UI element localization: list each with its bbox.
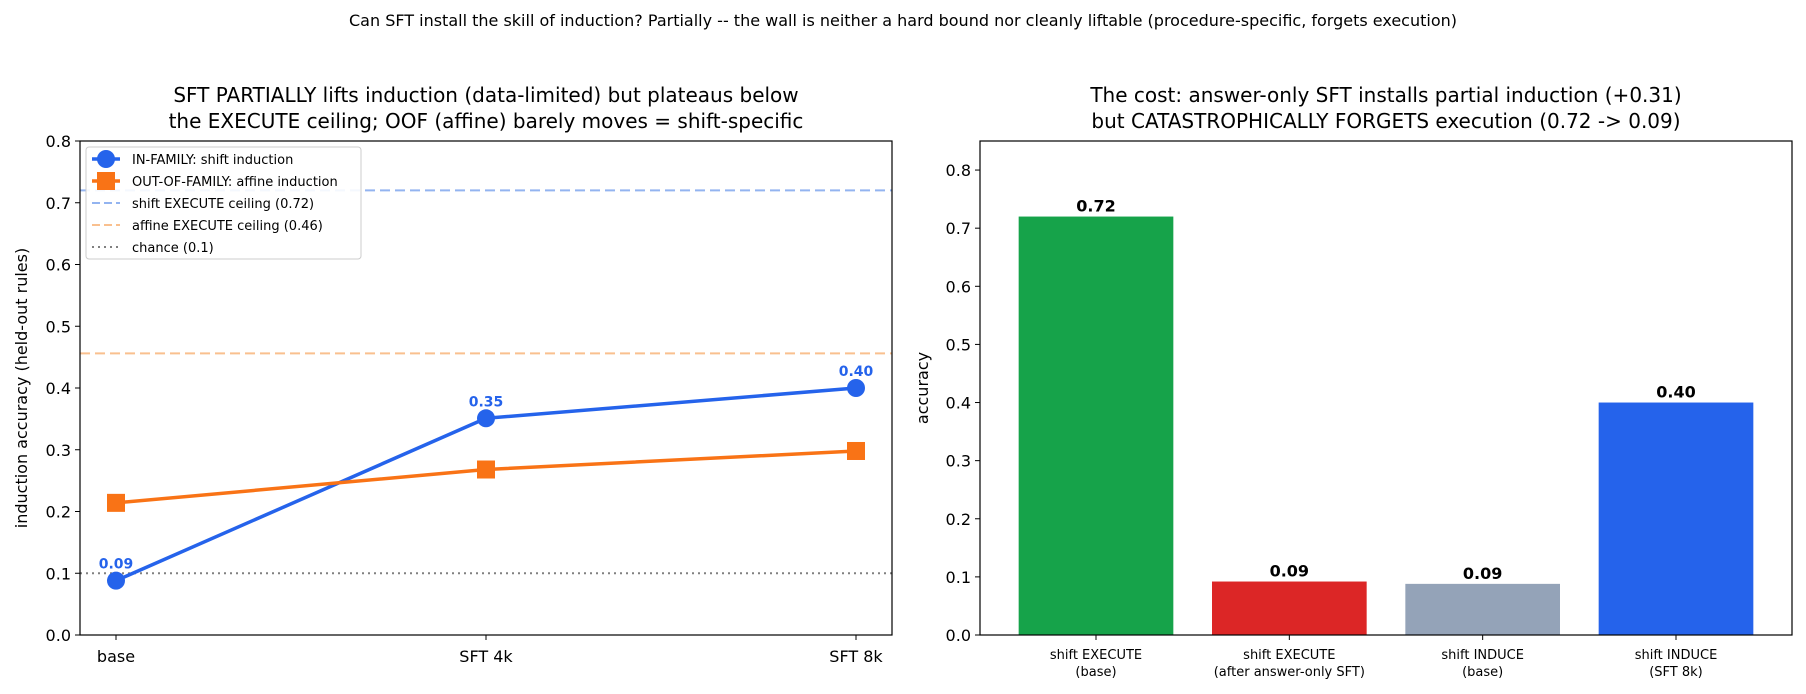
line-chart-x-tick-label-sft-4k: SFT 4k — [459, 647, 513, 666]
line-point-0-1 — [477, 409, 495, 428]
line-chart-y-tick-label: 0.5 — [46, 317, 71, 336]
bar-chart-title-line-2: but CATASTROPHICALLY FORGETS execution (… — [1091, 109, 1680, 133]
line-chart-legend: IN-FAMILY: shift induction OUT-OF-FAMILY:… — [85, 146, 362, 260]
line-point-0-2 — [847, 379, 865, 397]
line-data-label-1: 0.35 — [469, 394, 504, 410]
bar-category-label-3-0: shift INDUCE — [1635, 648, 1718, 663]
legend-label-affine-execute-ceiling-0-46: affine EXECUTE ceiling (0.46) — [132, 219, 323, 234]
line-data-label-0: 0.09 — [99, 557, 134, 573]
bar-chart: The cost: answer-only SFT installs parti… — [913, 83, 1793, 680]
line-chart-y-tick-label: 0.7 — [46, 194, 71, 213]
line-point-1-1 — [477, 460, 495, 479]
line-chart-title-line-1: SFT PARTIALLY lifts induction (data-limi… — [173, 83, 798, 107]
bar-category-label-3-1: (SFT 8k) — [1649, 665, 1703, 680]
line-chart-y-tick-label: 0.8 — [46, 132, 71, 151]
bar-2 — [1405, 583, 1560, 635]
line-chart-legend-box — [85, 146, 362, 260]
line-chart-x-tick-label-sft-8k: SFT 8k — [829, 647, 883, 666]
bar-value-label-0: 0.72 — [1076, 197, 1115, 216]
line-chart-y-tick-label: 0.0 — [46, 626, 71, 645]
bar-value-label-3: 0.40 — [1656, 383, 1695, 402]
figure-suptitle: Can SFT install the skill of induction? … — [349, 11, 1457, 30]
bar-chart-y-tick-label: 0.7 — [946, 219, 971, 238]
bar-chart-y-tick-label: 0.3 — [946, 452, 971, 471]
bar-3 — [1598, 402, 1754, 635]
bar-chart-y-tick-label: 0.1 — [946, 568, 971, 587]
line-point-1-2 — [847, 441, 865, 460]
legend-label-out-of-family-affine-induction: OUT-OF-FAMILY: affine induction — [132, 175, 338, 190]
bar-category-label-1-1: (after answer-only SFT) — [1214, 665, 1365, 680]
bar-category-label-2-1: (base) — [1462, 665, 1503, 680]
legend-label-chance-0-1: chance (0.1) — [132, 241, 214, 256]
legend-marker — [97, 172, 115, 190]
bar-chart-y-tick-label: 0.5 — [946, 335, 971, 354]
legend-label-shift-execute-ceiling-0-72: shift EXECUTE ceiling (0.72) — [132, 197, 314, 212]
bar-chart-y-tick-label: 0.8 — [946, 161, 971, 180]
line-chart-title-line-2: the EXECUTE ceiling; OOF (affine) barely… — [169, 109, 804, 133]
line-chart-y-tick-label: 0.2 — [46, 503, 71, 522]
bar-0 — [1018, 216, 1174, 635]
bar-chart-y-tick-label: 0.6 — [946, 277, 971, 296]
line-data-label-2: 0.40 — [839, 364, 874, 380]
line-chart-y-tick-label: 0.6 — [46, 256, 71, 275]
legend-marker — [97, 150, 115, 168]
bar-category-label-1-0: shift EXECUTE — [1243, 648, 1335, 663]
line-chart-y-tick-label: 0.4 — [46, 379, 71, 398]
bar-value-label-1: 0.09 — [1270, 562, 1309, 581]
bar-category-label-0-1: (base) — [1075, 665, 1116, 680]
line-point-1-0 — [107, 493, 125, 512]
bar-chart-axes-frame — [979, 140, 1793, 636]
line-chart-y-axis-label: induction accuracy (held-out rules) — [12, 248, 31, 528]
bar-value-label-2: 0.09 — [1463, 564, 1502, 583]
line-point-0-0 — [107, 571, 125, 590]
bar-category-label-0-0: shift EXECUTE — [1050, 648, 1142, 663]
bar-chart-y-tick-label: 0.4 — [946, 394, 971, 413]
line-chart-y-tick-label: 0.1 — [46, 564, 71, 583]
bar-category-label-2-0: shift INDUCE — [1441, 648, 1524, 663]
bar-chart-title-line-1: The cost: answer-only SFT installs parti… — [1089, 83, 1681, 107]
legend-label-in-family-shift-induction: IN-FAMILY: shift induction — [132, 153, 293, 168]
bar-1 — [1212, 581, 1367, 635]
line-chart: SFT PARTIALLY lifts induction (data-limi… — [12, 83, 893, 666]
line-chart-x-tick-label-base: base — [97, 647, 135, 666]
bar-chart-y-tick-label: 0.2 — [946, 510, 971, 529]
line-chart-y-tick-label: 0.3 — [46, 441, 71, 460]
bar-chart-y-tick-label: 0.0 — [946, 626, 971, 645]
bar-chart-y-axis-label: accuracy — [913, 352, 932, 424]
